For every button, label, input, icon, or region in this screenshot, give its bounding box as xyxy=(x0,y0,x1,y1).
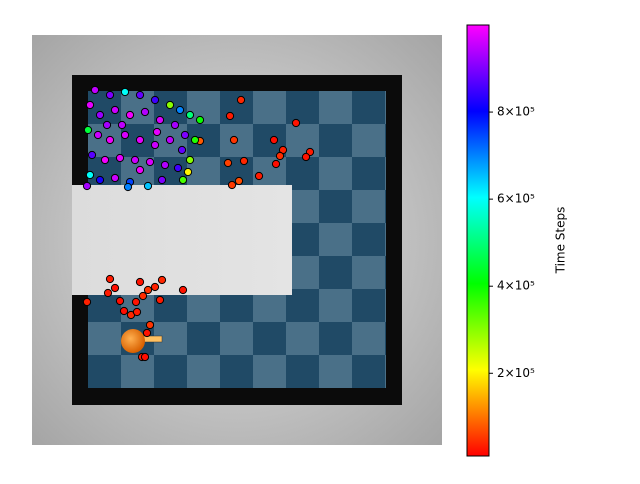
point xyxy=(142,328,152,338)
point xyxy=(82,297,92,307)
point xyxy=(254,171,264,181)
point xyxy=(132,307,142,317)
point xyxy=(157,175,167,185)
point xyxy=(135,90,145,100)
point xyxy=(165,100,175,110)
point xyxy=(178,175,188,185)
point xyxy=(185,155,195,165)
point xyxy=(100,155,110,165)
point xyxy=(234,176,244,186)
point xyxy=(155,295,165,305)
point xyxy=(225,111,235,121)
point xyxy=(145,320,155,330)
colorbar-tick-label: 2×10⁵ xyxy=(497,366,535,380)
point xyxy=(110,283,120,293)
point xyxy=(135,135,145,145)
point xyxy=(178,285,188,295)
point xyxy=(301,152,311,162)
point xyxy=(157,275,167,285)
point xyxy=(173,163,183,173)
point xyxy=(82,181,92,191)
point xyxy=(103,288,113,298)
point xyxy=(119,306,129,316)
point xyxy=(110,173,120,183)
point xyxy=(150,140,160,150)
point xyxy=(175,105,185,115)
point xyxy=(131,297,141,307)
colorbar-tick-label: 6×10⁵ xyxy=(497,192,535,206)
point xyxy=(83,125,93,135)
point xyxy=(143,285,153,295)
colorbar-tick-label: 8×10⁵ xyxy=(497,105,535,119)
point xyxy=(190,135,200,145)
point xyxy=(85,170,95,180)
point xyxy=(120,87,130,97)
point xyxy=(271,159,281,169)
point xyxy=(95,175,105,185)
point xyxy=(150,95,160,105)
point xyxy=(239,156,249,166)
point xyxy=(115,296,125,306)
environment-image xyxy=(32,35,442,445)
point xyxy=(140,352,150,362)
scatter-points xyxy=(82,85,315,362)
point xyxy=(130,155,140,165)
point xyxy=(227,180,237,190)
point xyxy=(275,151,285,161)
point xyxy=(170,120,180,130)
point xyxy=(105,90,115,100)
point xyxy=(102,120,112,130)
point xyxy=(150,282,160,292)
point xyxy=(135,165,145,175)
point xyxy=(229,135,239,145)
point xyxy=(145,157,155,167)
point xyxy=(165,135,175,145)
point xyxy=(223,158,233,168)
point xyxy=(195,115,205,125)
point xyxy=(115,153,125,163)
colorbar-fill xyxy=(466,24,490,457)
point xyxy=(155,115,165,125)
point xyxy=(90,85,100,95)
point xyxy=(105,135,115,145)
point xyxy=(117,120,127,130)
colorbar-tick-label: 4×10⁵ xyxy=(497,279,535,293)
point xyxy=(110,105,120,115)
point xyxy=(152,127,162,137)
point xyxy=(143,181,153,191)
point xyxy=(185,110,195,120)
point xyxy=(95,110,105,120)
point xyxy=(125,110,135,120)
point xyxy=(160,160,170,170)
point xyxy=(93,130,103,140)
point xyxy=(85,100,95,110)
point xyxy=(236,95,246,105)
point xyxy=(120,130,130,140)
point xyxy=(105,274,115,284)
point xyxy=(177,145,187,155)
point xyxy=(183,167,193,177)
point xyxy=(269,135,279,145)
point xyxy=(180,130,190,140)
point xyxy=(135,277,145,287)
colorbar-label: Time Steps xyxy=(554,207,568,275)
point xyxy=(291,118,301,128)
point xyxy=(138,291,148,301)
point xyxy=(140,107,150,117)
colorbar: 2×10⁵ 4×10⁵ 6×10⁵ 8×10⁵ xyxy=(466,24,535,457)
point xyxy=(87,150,97,160)
point xyxy=(123,182,133,192)
